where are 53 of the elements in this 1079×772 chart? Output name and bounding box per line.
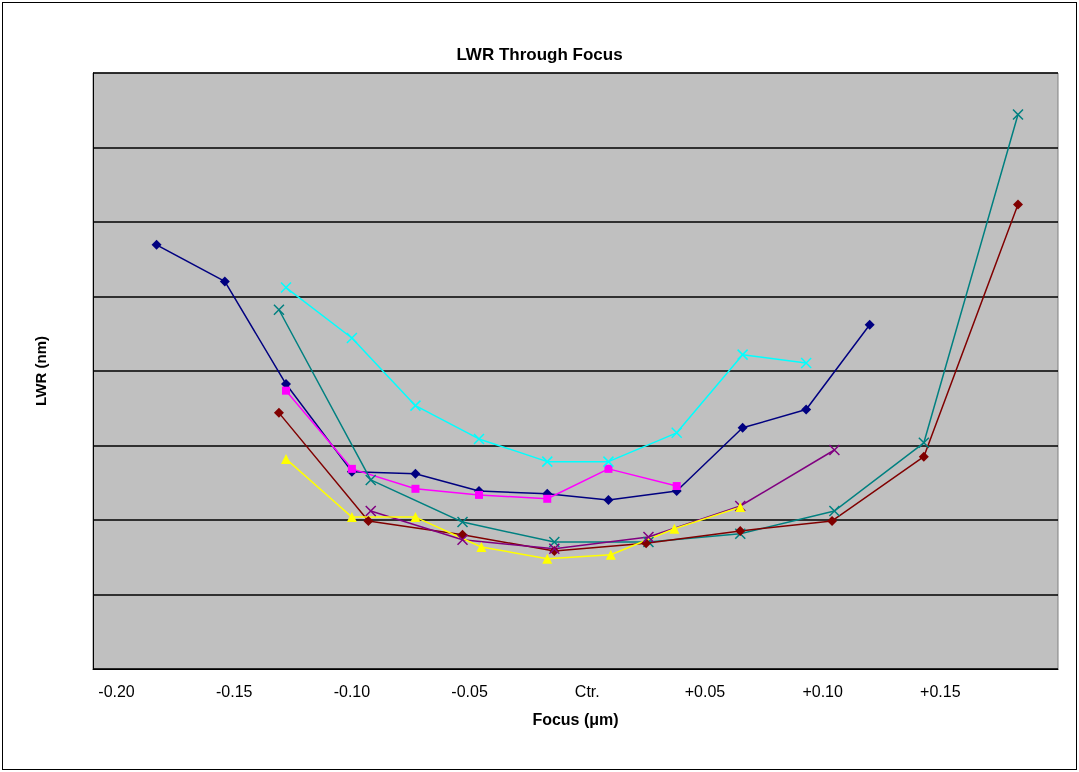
point [346, 332, 358, 344]
point [828, 505, 841, 517]
point [151, 239, 162, 250]
point [864, 319, 875, 330]
x-tick-label: +0.15 [920, 682, 961, 700]
point [918, 437, 930, 449]
point [456, 516, 469, 528]
point [542, 553, 553, 564]
point [642, 531, 655, 543]
point [603, 494, 614, 505]
point [456, 534, 469, 546]
point [273, 407, 284, 418]
y-axis-title: LWR (nm) [32, 336, 49, 406]
point [219, 276, 230, 287]
point [670, 427, 683, 439]
point [604, 464, 613, 473]
point [281, 453, 291, 464]
point [827, 515, 838, 526]
point [475, 490, 483, 499]
point [282, 386, 290, 395]
point [364, 474, 377, 486]
point [346, 512, 357, 523]
x-axis-title: Focus (μm) [532, 710, 619, 728]
point [669, 523, 680, 534]
point [737, 422, 748, 433]
point [672, 482, 681, 491]
point [347, 464, 356, 473]
point [411, 484, 420, 493]
point [410, 468, 421, 479]
point [543, 494, 552, 503]
point [541, 455, 554, 468]
x-tick-label: -0.20 [98, 682, 135, 700]
point [363, 515, 374, 526]
x-tick-label: +0.10 [802, 682, 843, 700]
chart-title: LWR Through Focus [456, 45, 623, 64]
point [602, 455, 615, 468]
point [1012, 199, 1023, 210]
point [735, 525, 746, 536]
point [736, 348, 749, 361]
x-tick-label: +0.05 [684, 682, 726, 700]
point [801, 404, 812, 415]
point [410, 512, 421, 523]
point [734, 527, 747, 540]
x-tick-label: Ctr. [574, 682, 600, 700]
x-tick-label: -0.05 [451, 682, 488, 700]
point [605, 549, 616, 560]
point [918, 451, 929, 462]
x-tick-label: -0.10 [333, 682, 371, 700]
point [473, 433, 485, 445]
point [409, 399, 422, 412]
point [476, 542, 487, 553]
x-tick-label: -0.15 [215, 682, 253, 700]
point [548, 536, 561, 548]
